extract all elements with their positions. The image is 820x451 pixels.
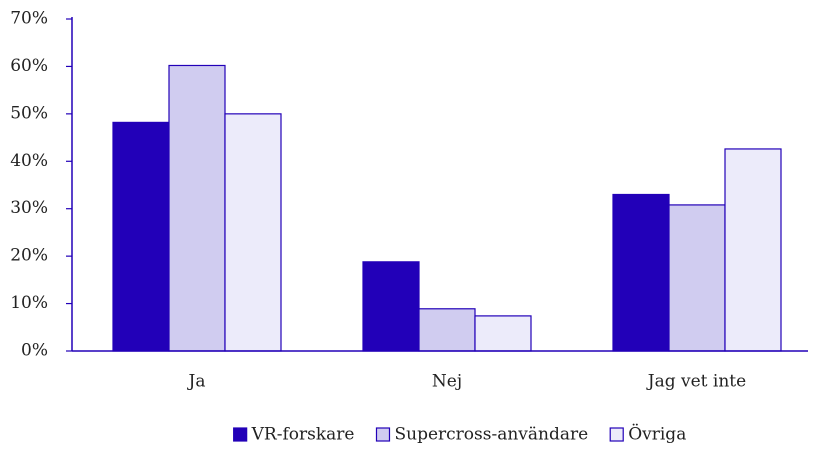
- legend-swatch: [233, 427, 248, 442]
- bar: [112, 121, 170, 352]
- legend-label: Supercross-användare: [394, 425, 588, 445]
- legend-label: Övriga: [628, 424, 686, 445]
- bar: [474, 315, 532, 352]
- y-tick-label: 0%: [21, 341, 48, 361]
- y-tick-label: 50%: [10, 103, 48, 123]
- y-tick-label: 70%: [10, 9, 48, 29]
- x-tick-label: Jag vet inte: [646, 372, 746, 392]
- x-tick-label: Ja: [187, 372, 206, 392]
- y-tick-label: 10%: [10, 293, 48, 313]
- legend-item: Övriga: [609, 424, 686, 445]
- bar: [612, 193, 670, 352]
- legend-swatch: [609, 427, 624, 442]
- legend-item: VR-forskare: [233, 425, 355, 445]
- y-tick-label: 30%: [10, 198, 48, 218]
- bar: [724, 148, 782, 352]
- legend-item: Supercross-användare: [375, 425, 588, 445]
- legend-swatch: [375, 427, 391, 442]
- y-tick-label: 60%: [10, 56, 48, 76]
- x-tick-label: Nej: [432, 372, 462, 392]
- y-tick-label: 20%: [10, 246, 48, 266]
- legend-label: VR-forskare: [251, 425, 355, 445]
- y-tick-label: 40%: [10, 151, 48, 171]
- bar: [668, 204, 726, 352]
- bar: [224, 113, 282, 352]
- bar: [418, 308, 476, 352]
- bar: [362, 261, 420, 352]
- bar: [168, 64, 226, 352]
